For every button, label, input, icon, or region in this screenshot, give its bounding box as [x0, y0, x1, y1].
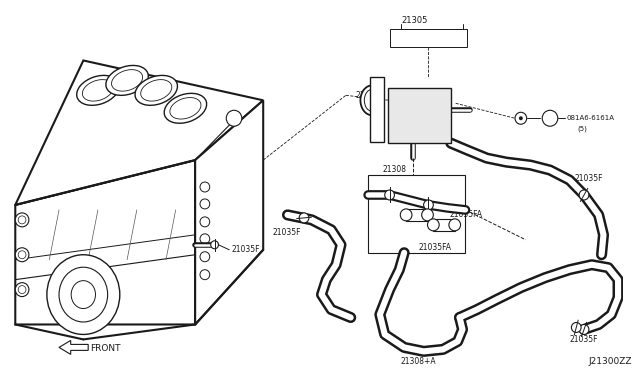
Text: 21308: 21308: [383, 164, 407, 174]
Circle shape: [579, 324, 589, 334]
Ellipse shape: [59, 267, 108, 322]
Circle shape: [200, 234, 210, 244]
Circle shape: [519, 116, 523, 120]
Circle shape: [422, 209, 433, 221]
Ellipse shape: [47, 255, 120, 334]
Text: 21308+A: 21308+A: [401, 357, 436, 366]
Text: 21304: 21304: [356, 91, 380, 100]
Circle shape: [542, 110, 558, 126]
Bar: [406, 209, 428, 221]
Text: (5): (5): [577, 126, 587, 132]
Bar: [370, 77, 384, 142]
Bar: [368, 175, 465, 253]
Ellipse shape: [364, 89, 380, 111]
Circle shape: [400, 209, 412, 221]
Circle shape: [449, 219, 461, 231]
Circle shape: [299, 213, 309, 223]
Circle shape: [579, 190, 589, 200]
Text: 21035F: 21035F: [570, 335, 598, 344]
Text: 081A6-6161A: 081A6-6161A: [566, 115, 614, 121]
Text: 21035F: 21035F: [231, 245, 260, 254]
Ellipse shape: [360, 86, 384, 115]
Text: J21300ZZ: J21300ZZ: [589, 357, 632, 366]
Text: FRONT: FRONT: [90, 344, 121, 353]
Circle shape: [15, 213, 29, 227]
Polygon shape: [15, 61, 263, 205]
Text: 21305: 21305: [401, 16, 428, 25]
Circle shape: [200, 270, 210, 280]
Circle shape: [200, 199, 210, 209]
Polygon shape: [15, 160, 195, 324]
Text: B: B: [547, 114, 552, 123]
Circle shape: [211, 241, 218, 249]
Circle shape: [200, 182, 210, 192]
Polygon shape: [195, 100, 263, 324]
Ellipse shape: [71, 280, 95, 308]
Circle shape: [424, 200, 433, 210]
Circle shape: [200, 217, 210, 227]
Circle shape: [15, 283, 29, 296]
Circle shape: [572, 323, 581, 333]
Text: 21035F: 21035F: [273, 228, 301, 237]
Bar: [390, 29, 467, 46]
Circle shape: [385, 190, 394, 200]
Circle shape: [200, 252, 210, 262]
Circle shape: [18, 251, 26, 259]
Ellipse shape: [164, 93, 207, 123]
Circle shape: [18, 216, 26, 224]
Circle shape: [15, 248, 29, 262]
Ellipse shape: [135, 76, 177, 105]
Circle shape: [428, 219, 439, 231]
Text: 21035FA: 21035FA: [419, 243, 452, 252]
Circle shape: [515, 112, 527, 124]
Text: 21035FA: 21035FA: [450, 211, 483, 219]
Text: 21035F: 21035F: [574, 173, 603, 183]
Circle shape: [18, 286, 26, 294]
Bar: [388, 89, 451, 143]
Bar: [433, 219, 455, 231]
Circle shape: [227, 110, 242, 126]
Ellipse shape: [77, 76, 119, 105]
Polygon shape: [59, 340, 88, 355]
Text: 21014VA: 21014VA: [394, 33, 428, 42]
Ellipse shape: [106, 65, 148, 95]
